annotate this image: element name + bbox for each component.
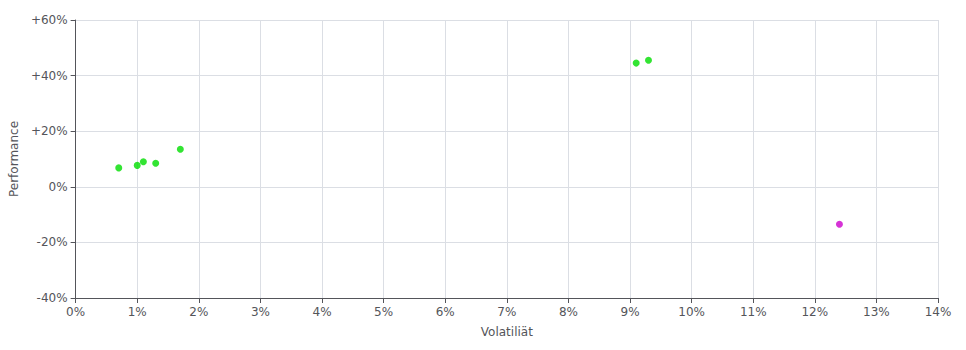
svg-text:7%: 7% (497, 305, 516, 319)
svg-text:-20%: -20% (37, 235, 68, 249)
svg-text:6%: 6% (436, 305, 455, 319)
svg-text:4%: 4% (312, 305, 331, 319)
svg-text:2%: 2% (189, 305, 208, 319)
svg-text:+20%: +20% (31, 124, 68, 138)
svg-text:11%: 11% (740, 305, 767, 319)
svg-text:1%: 1% (128, 305, 147, 319)
svg-text:Performance: Performance (7, 121, 21, 197)
svg-text:Volatiliät: Volatiliät (481, 325, 533, 339)
svg-text:+60%: +60% (31, 13, 68, 27)
svg-text:8%: 8% (559, 305, 578, 319)
svg-text:10%: 10% (678, 305, 705, 319)
svg-text:9%: 9% (620, 305, 639, 319)
svg-text:14%: 14% (925, 305, 952, 319)
svg-text:0%: 0% (66, 305, 85, 319)
svg-text:3%: 3% (251, 305, 270, 319)
svg-text:+40%: +40% (31, 69, 68, 83)
svg-text:12%: 12% (801, 305, 828, 319)
svg-text:5%: 5% (374, 305, 393, 319)
svg-text:0%: 0% (49, 180, 68, 194)
svg-text:13%: 13% (863, 305, 890, 319)
svg-text:-40%: -40% (37, 291, 68, 305)
